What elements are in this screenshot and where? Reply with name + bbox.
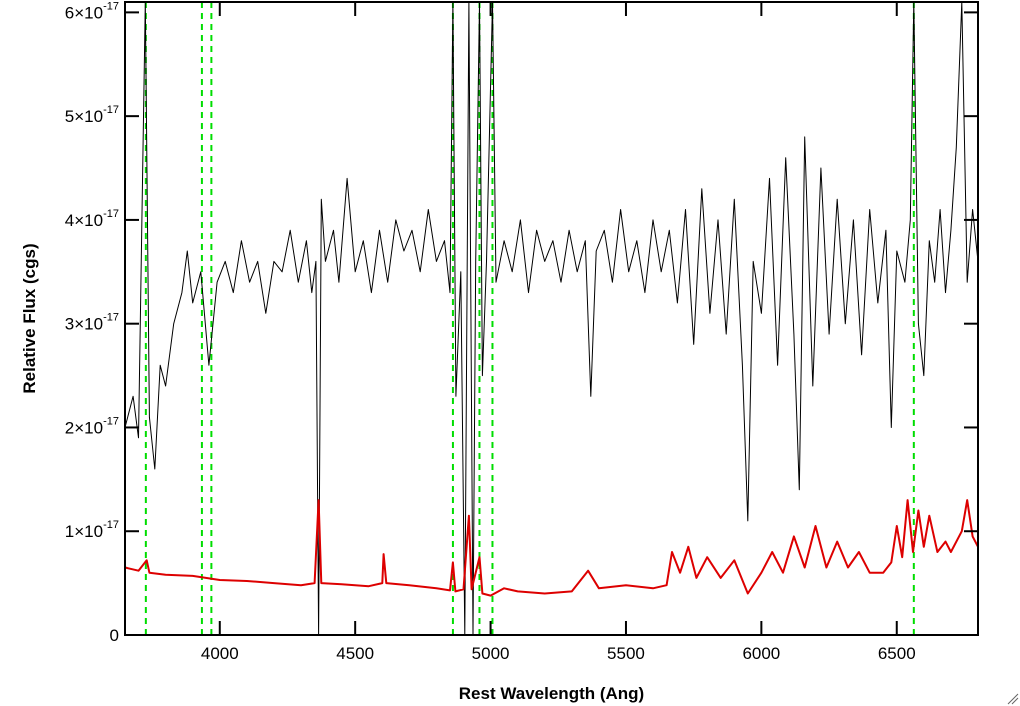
- x-tick-label-0: 4000: [201, 644, 239, 663]
- y-tick-mantissa-6: 6×10: [65, 3, 103, 22]
- y-axis-title: Relative Flux (cgs): [20, 243, 39, 393]
- y-tick-mantissa-4: 4×10: [65, 211, 103, 230]
- y-tick-mantissa-0: 0: [110, 626, 119, 645]
- x-tick-label-4: 6000: [742, 644, 780, 663]
- y-tick-mantissa-2: 2×10: [65, 418, 103, 437]
- y-tick-exponent-2: -17: [103, 415, 119, 427]
- x-axis-title: Rest Wavelength (Ang): [459, 684, 644, 703]
- y-tick-label-1: 1×10-17: [65, 519, 119, 541]
- y-tick-mantissa-5: 5×10: [65, 107, 103, 126]
- y-tick-mantissa-1: 1×10: [65, 522, 103, 541]
- x-tick-label-3: 5500: [607, 644, 645, 663]
- x-tick-label-5: 6500: [878, 644, 916, 663]
- x-tick-label-2: 5000: [472, 644, 510, 663]
- series-line-0: [124, 1, 979, 636]
- y-tick-exponent-4: -17: [103, 208, 119, 220]
- plot-frame: [124, 1, 979, 636]
- y-tick-exponent-1: -17: [103, 519, 119, 531]
- resize-grip-icon[interactable]: [1007, 693, 1019, 705]
- reference-lines: [144, 2, 915, 635]
- y-tick-label-0: 0: [110, 626, 119, 645]
- y-tick-label-2: 2×10-17: [65, 415, 119, 437]
- x-tick-label-1: 4500: [336, 644, 374, 663]
- y-tick-label-3: 3×10-17: [65, 312, 119, 334]
- x-tick-labels: 4000 4500 5000 5500 6000 6500: [201, 644, 916, 663]
- axis-ticks: [125, 2, 978, 636]
- y-tick-label-4: 4×10-17: [65, 208, 119, 230]
- y-tick-exponent-5: -17: [103, 104, 119, 116]
- y-tick-mantissa-3: 3×10: [65, 315, 103, 334]
- y-tick-exponent-6: -17: [103, 0, 119, 12]
- y-tick-label-5: 5×10-17: [65, 104, 119, 126]
- spectrum-series: [124, 1, 979, 636]
- y-tick-labels: 01×10-172×10-173×10-174×10-175×10-176×10…: [65, 0, 119, 645]
- series-line-1: [124, 499, 979, 597]
- y-tick-exponent-3: -17: [103, 312, 119, 324]
- y-tick-label-6: 6×10-17: [65, 0, 119, 22]
